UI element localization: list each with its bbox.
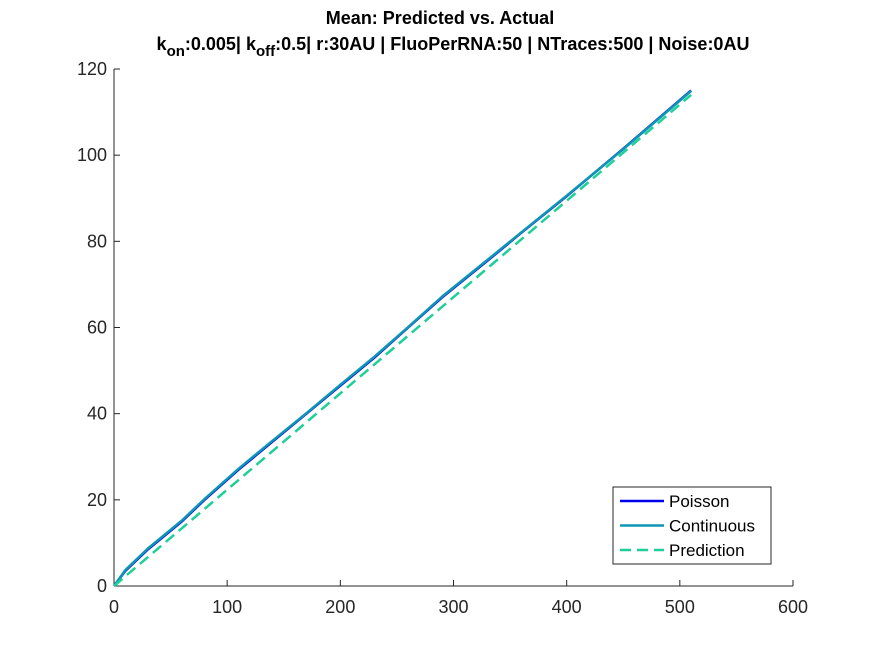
chart-subtitle: kon:0.005| koff:0.5| r:30AU | FluoPerRNA…	[157, 34, 750, 60]
series-line-prediction	[113, 93, 692, 587]
legend-label-continuous: Continuous	[669, 517, 755, 536]
x-tick-label: 500	[665, 597, 695, 617]
x-tick-label: 100	[212, 597, 242, 617]
axes: 0 100 200 300 400 500 600 0 20 40 60 80 100 120	[77, 59, 808, 617]
chart-title: Mean: Predicted vs. Actual	[326, 8, 554, 28]
x-tick-label: 300	[438, 597, 468, 617]
subtitle-subscript: off	[256, 43, 276, 60]
y-tick-label: 40	[87, 404, 107, 424]
x-tick-label: 600	[778, 597, 808, 617]
subtitle-part: :0.005| k	[185, 34, 257, 54]
y-tick-label: 20	[87, 490, 107, 510]
legend-label-poisson: Poisson	[669, 492, 729, 511]
y-tick-label: 80	[87, 231, 107, 251]
legend: Poisson Continuous Prediction	[612, 486, 772, 565]
subtitle-part: k	[157, 34, 168, 54]
x-tick-label: 0	[109, 597, 119, 617]
subtitle-part: :0.5| r:30AU | FluoPerRNA:50 | NTraces:5…	[275, 34, 749, 54]
x-tick-label: 200	[325, 597, 355, 617]
subtitle-subscript: on	[167, 43, 185, 60]
x-tick-label: 400	[552, 597, 582, 617]
y-tick-label: 0	[97, 576, 107, 596]
y-tick-label: 60	[87, 318, 107, 338]
y-tick-label: 120	[77, 59, 107, 79]
legend-label-prediction: Prediction	[669, 541, 745, 560]
y-tick-label: 100	[77, 145, 107, 165]
series-layer	[112, 89, 692, 587]
series-line-continuous	[112, 90, 692, 587]
